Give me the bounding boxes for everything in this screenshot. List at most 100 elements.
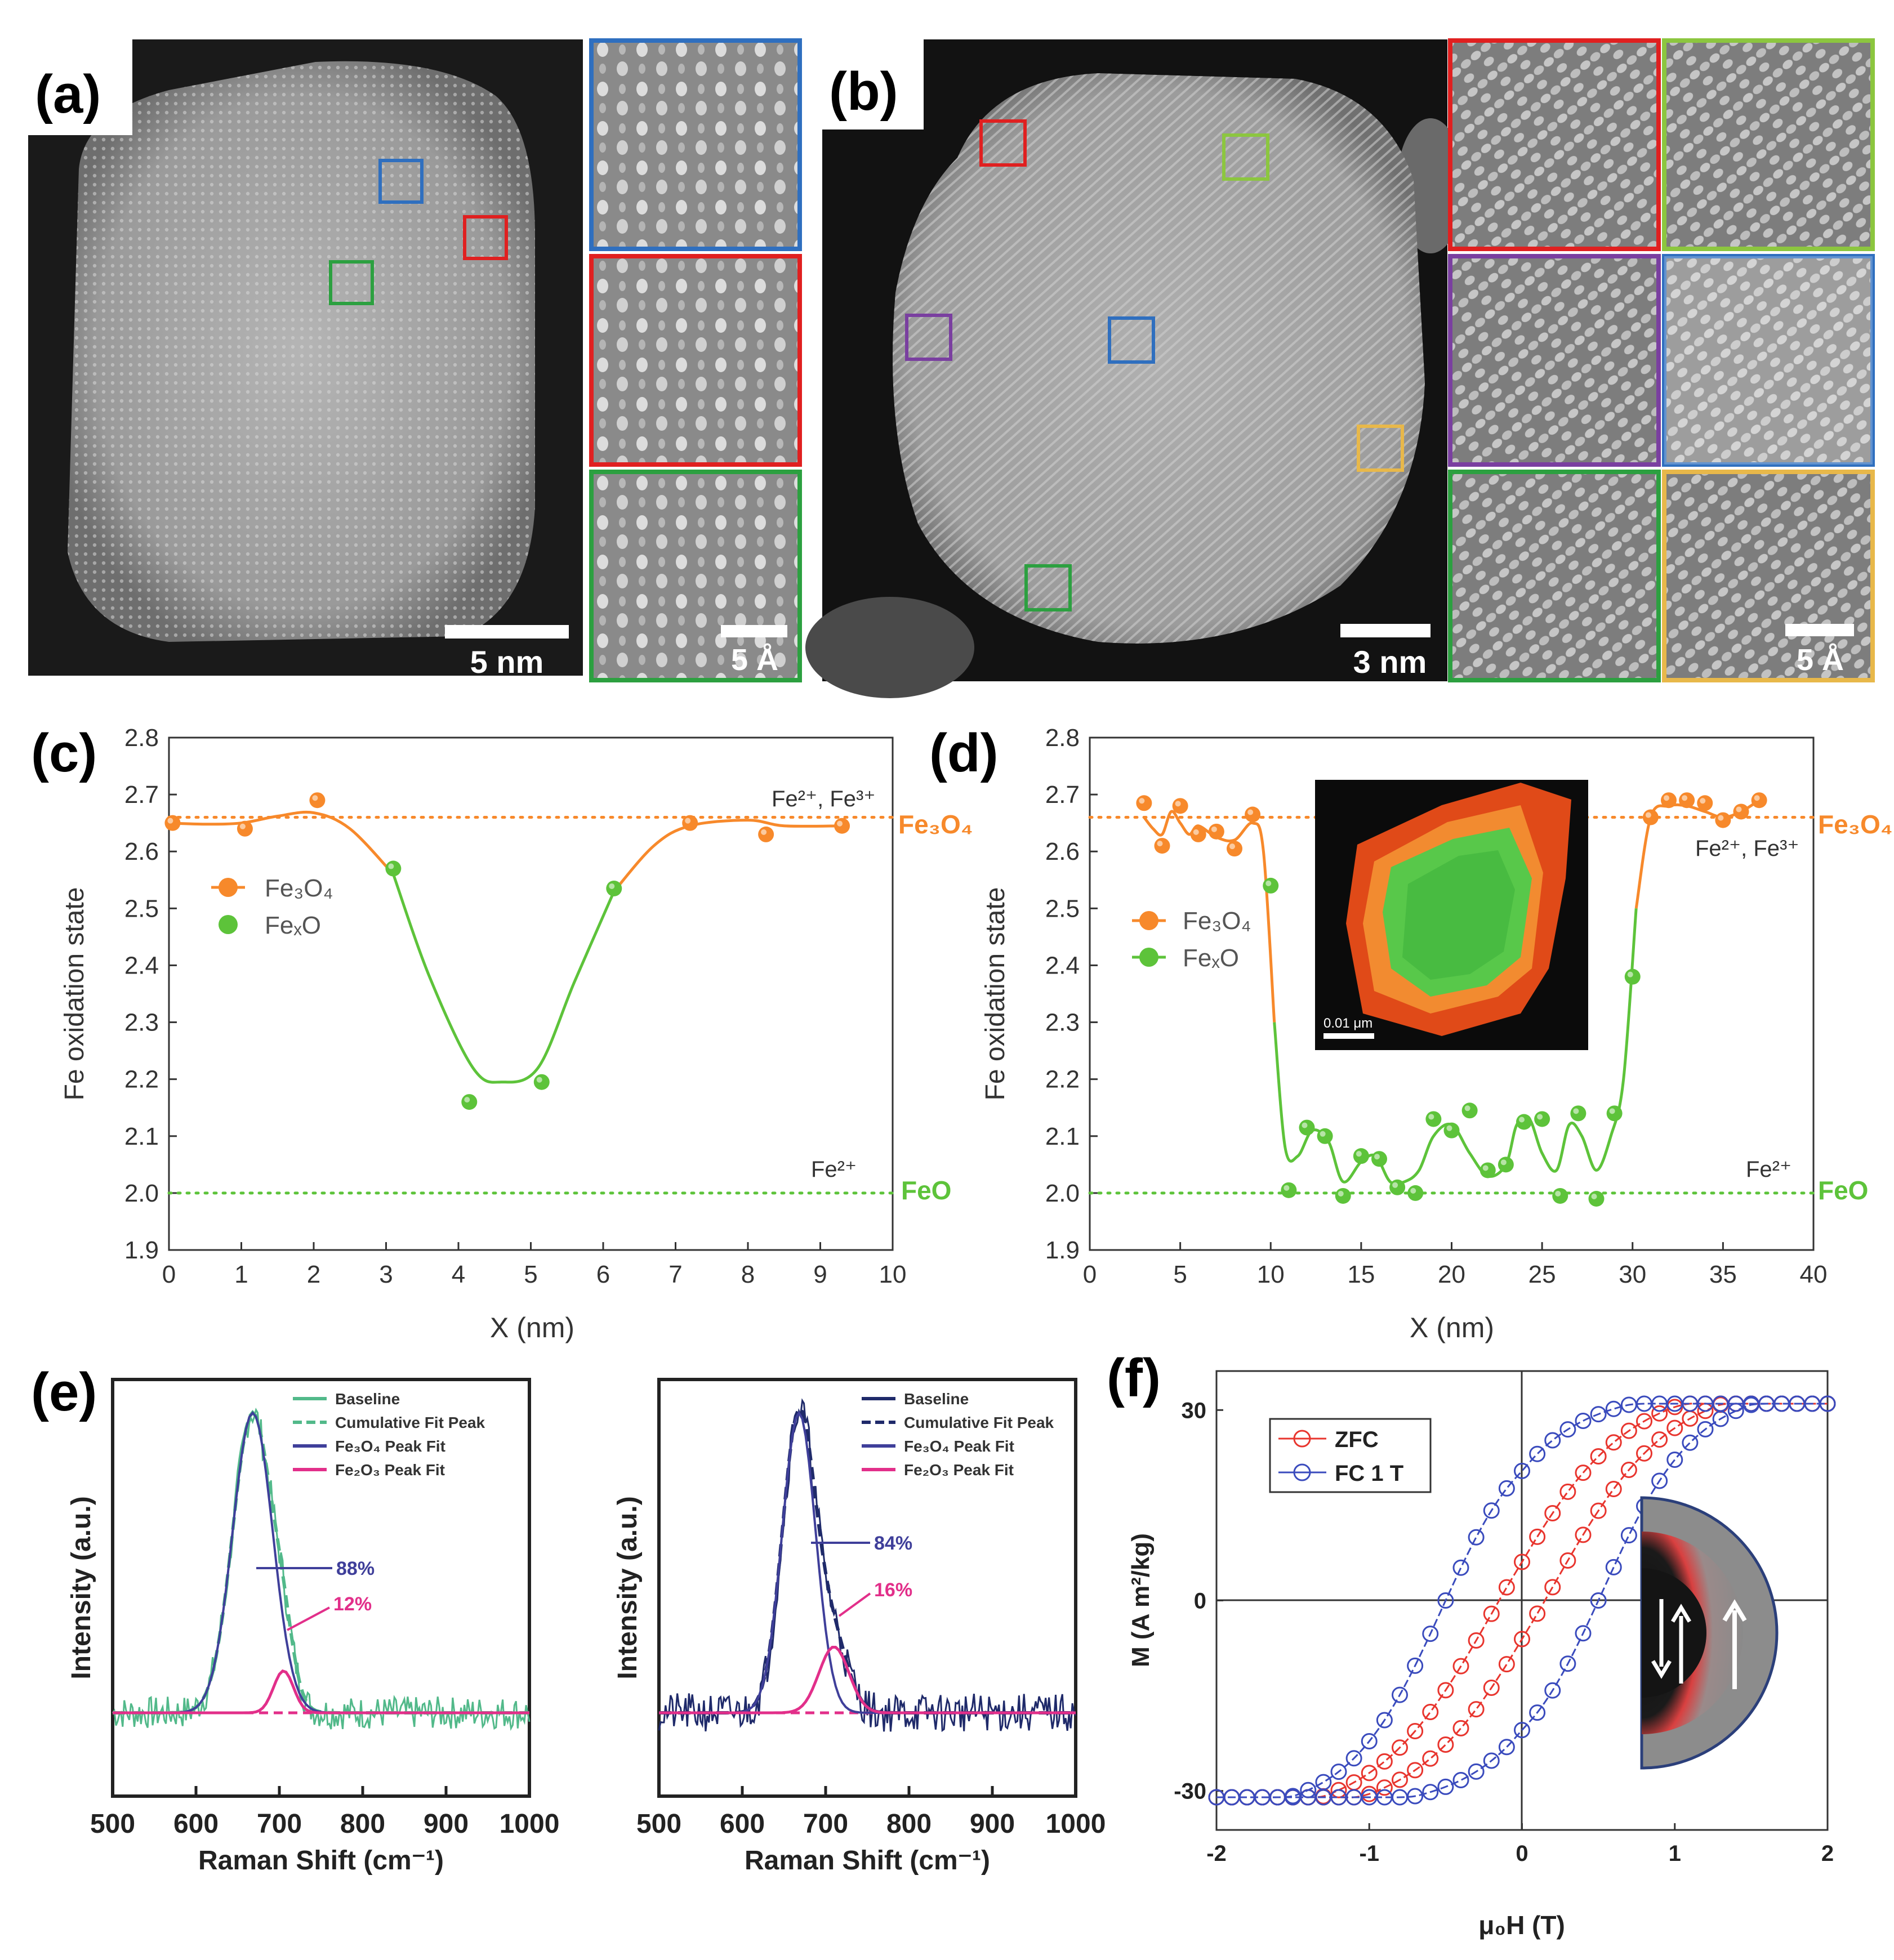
data-point	[1733, 803, 1749, 820]
data-point-highlight	[167, 818, 173, 824]
data-point-highlight	[1446, 1125, 1452, 1131]
raman-left-ylabel: Intensity (a.u.)	[66, 1496, 96, 1679]
data-point-highlight	[388, 863, 394, 869]
hysteresis-point	[1407, 1762, 1424, 1779]
panel-a: (a) 5 nm 5 Å	[28, 38, 802, 682]
data-point-highlight	[1302, 1122, 1308, 1128]
raman-right-legend-2: Fe₃O₄ Peak Fit	[904, 1437, 1014, 1455]
x-tick-label: 20	[1438, 1261, 1465, 1288]
legend-c-fe3o4-label: Fe₃O₄	[265, 874, 333, 902]
x-tick-label: 10	[1257, 1261, 1285, 1288]
hysteresis-xlabel: μ₀H (T)	[1478, 1910, 1565, 1940]
hysteresis-point	[1620, 1527, 1637, 1544]
panel-a-label: (a)	[35, 64, 101, 124]
legend-c-fexo-label: FeₓO	[265, 912, 321, 939]
y-tick-label: 2.1	[1045, 1123, 1080, 1150]
data-point-highlight	[1320, 1131, 1326, 1137]
panel-e: (e) 500 600 700 800 900 1000 88% 12% Baseline…	[31, 1362, 1106, 1876]
data-point-highlight	[1356, 1151, 1362, 1157]
y-tick-label: 2.6	[124, 838, 159, 865]
panel-b-label: (b)	[829, 61, 898, 122]
eels-map-scale-label: 0.01 μm	[1323, 1016, 1372, 1031]
hysteresis-point	[1605, 1559, 1622, 1575]
y-tick-label: 2.4	[124, 952, 159, 979]
hysteresis-point	[1498, 1480, 1515, 1497]
x-tick-label: -1	[1359, 1841, 1379, 1866]
hysteresis-point	[1468, 1701, 1485, 1718]
data-point-highlight	[239, 823, 246, 829]
data-point-highlight	[1573, 1108, 1579, 1114]
hysteresis-point	[1590, 1592, 1607, 1609]
hysteresis-point	[1727, 1403, 1744, 1419]
data-point	[1389, 1179, 1406, 1195]
legend-fc-label: FC 1 T	[1335, 1461, 1403, 1486]
hysteresis-point	[1452, 1658, 1469, 1675]
y-tick-label: 1.9	[124, 1236, 159, 1264]
data-point	[1281, 1182, 1297, 1198]
x-tick-label: 9	[813, 1261, 827, 1288]
data-point-highlight	[1392, 1182, 1398, 1188]
panel-c-label: (c)	[31, 723, 97, 783]
data-point	[533, 1074, 550, 1090]
data-point	[1299, 1119, 1315, 1136]
hysteresis-point	[1575, 1412, 1592, 1429]
hysteresis-point	[1422, 1750, 1439, 1767]
x-tick-label: 700	[803, 1809, 848, 1839]
x-tick-label: -2	[1206, 1841, 1227, 1866]
data-point	[1443, 1122, 1460, 1139]
data-point	[1353, 1148, 1369, 1164]
raman-left-fe3o4-fit	[113, 1411, 529, 1714]
legend-fc-marker	[1293, 1463, 1311, 1481]
hysteresis-point	[1544, 1505, 1561, 1522]
data-point	[1208, 823, 1224, 840]
hysteresis-point	[1651, 1405, 1668, 1422]
x-tick-label: 1	[1669, 1841, 1681, 1866]
data-point	[1461, 1102, 1478, 1119]
data-point	[682, 815, 698, 831]
y-tick-label: 2.6	[1045, 838, 1080, 865]
data-point	[461, 1094, 478, 1110]
hysteresis-point	[1636, 1413, 1652, 1430]
region-box-b-red	[979, 119, 1027, 167]
hysteresis-point	[1407, 1657, 1424, 1674]
hysteresis-point	[1559, 1552, 1576, 1569]
x-tick-label: 15	[1347, 1261, 1375, 1288]
data-point	[1371, 1151, 1387, 1167]
raman-left-legend-2: Fe₃O₄ Peak Fit	[335, 1437, 445, 1455]
lattice-b	[893, 73, 1425, 644]
hysteresis-point	[1636, 1445, 1652, 1462]
region-box-b-blue	[1108, 316, 1155, 364]
x-tick-label: 5	[1173, 1261, 1187, 1288]
y-tick-label: 2.5	[124, 895, 159, 922]
y-tick-label: 2.8	[1045, 724, 1080, 752]
raman-right-ylabel: Intensity (a.u.)	[613, 1496, 643, 1679]
hysteresis-point	[1666, 1419, 1683, 1436]
inset-b-green	[1448, 470, 1661, 682]
scalebar-a-inset-label: 5 Å	[731, 643, 778, 677]
raman-left-ticks: 500 600 700 800 900 1000	[90, 1786, 559, 1839]
hysteresis-point	[1330, 1782, 1347, 1798]
hysteresis-point	[1300, 1782, 1317, 1798]
hysteresis-point	[1315, 1774, 1332, 1791]
legend-c-fe3o4-marker	[219, 878, 238, 897]
hysteresis-point	[1437, 1736, 1454, 1753]
data-point	[834, 818, 850, 834]
raman-right-legend-0: Baseline	[904, 1390, 969, 1408]
inset-b-blue	[1662, 254, 1875, 467]
data-point	[606, 880, 622, 896]
data-point-highlight	[1500, 1159, 1507, 1166]
hysteresis-point	[1483, 1605, 1500, 1622]
hysteresis-point	[1544, 1682, 1561, 1699]
x-tick-label: 4	[452, 1261, 465, 1288]
raman-right-ticks: 500 600 700 800 900 1000	[636, 1786, 1106, 1839]
legend-zfc-marker	[1293, 1430, 1311, 1448]
data-point	[1407, 1185, 1424, 1201]
data-point-highlight	[761, 829, 767, 835]
fit-curve-fe3o4-left	[1143, 810, 1276, 1023]
data-point	[1642, 809, 1659, 825]
x-tick-label: 500	[90, 1809, 135, 1839]
region-box-red	[463, 215, 508, 260]
data-point	[164, 815, 181, 831]
scalebar-b-label: 3 nm	[1353, 644, 1427, 680]
scalebar-b	[1340, 624, 1430, 637]
